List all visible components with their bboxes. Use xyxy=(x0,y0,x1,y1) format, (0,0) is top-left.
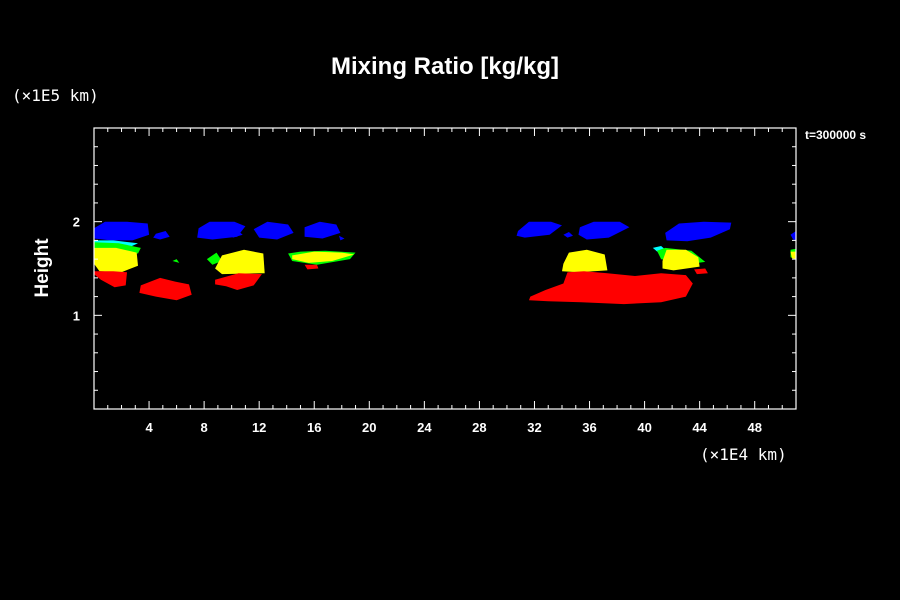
chart-title: Mixing Ratio [kg/kg] xyxy=(331,53,559,80)
blue-mixing-region xyxy=(665,221,732,242)
x-tick-label: 20 xyxy=(362,420,376,435)
x-tick-label: 8 xyxy=(201,420,208,435)
time-label: t=300000 s xyxy=(805,128,866,142)
blue-mixing-region xyxy=(197,221,246,240)
green-mixing-region xyxy=(172,259,180,263)
plot-area xyxy=(94,221,796,305)
x-tick-label: 16 xyxy=(307,420,321,435)
x-tick-label: 40 xyxy=(637,420,651,435)
yellow-mixing-region xyxy=(562,249,608,273)
yellow-mixing-region xyxy=(662,249,700,271)
blue-mixing-region xyxy=(339,235,345,241)
x-tick-label: 28 xyxy=(472,420,486,435)
blue-mixing-region xyxy=(304,221,341,239)
red-mixing-region xyxy=(94,271,127,288)
green-mixing-region xyxy=(206,252,222,265)
x-tick-label: 44 xyxy=(692,420,707,435)
x-scale-label: (×1E4 km) xyxy=(700,445,787,464)
blue-mixing-region xyxy=(790,231,796,241)
red-mixing-region xyxy=(694,268,708,275)
x-tick-label: 36 xyxy=(582,420,596,435)
red-mixing-region xyxy=(215,273,262,290)
blue-mixing-region xyxy=(228,230,243,238)
blue-mixing-region xyxy=(94,221,150,241)
x-tick-label: 12 xyxy=(252,420,266,435)
blue-mixing-region xyxy=(578,221,630,240)
y-axis-label: Height xyxy=(32,238,53,298)
red-mixing-region xyxy=(529,271,693,305)
yellow-mixing-region xyxy=(790,251,796,260)
yellow-mixing-region xyxy=(94,247,138,273)
blue-mixing-region xyxy=(153,231,170,240)
y-tick-label: 1 xyxy=(73,308,80,323)
blue-mixing-region xyxy=(516,221,562,238)
plot-frame xyxy=(93,127,797,410)
y-tick-label: 2 xyxy=(73,215,80,230)
red-mixing-region xyxy=(304,264,319,270)
red-mixing-region xyxy=(139,277,192,301)
blue-mixing-region xyxy=(253,221,294,240)
x-tick-label: 4 xyxy=(145,420,153,435)
yellow-mixing-region xyxy=(215,249,265,275)
y-scale-label: (×1E5 km) xyxy=(12,86,99,105)
x-tick-label: 48 xyxy=(747,420,761,435)
yellow-mixing-region xyxy=(292,251,355,263)
x-tick-label: 24 xyxy=(417,420,432,435)
blue-mixing-region xyxy=(563,232,573,238)
x-tick-label: 32 xyxy=(527,420,541,435)
